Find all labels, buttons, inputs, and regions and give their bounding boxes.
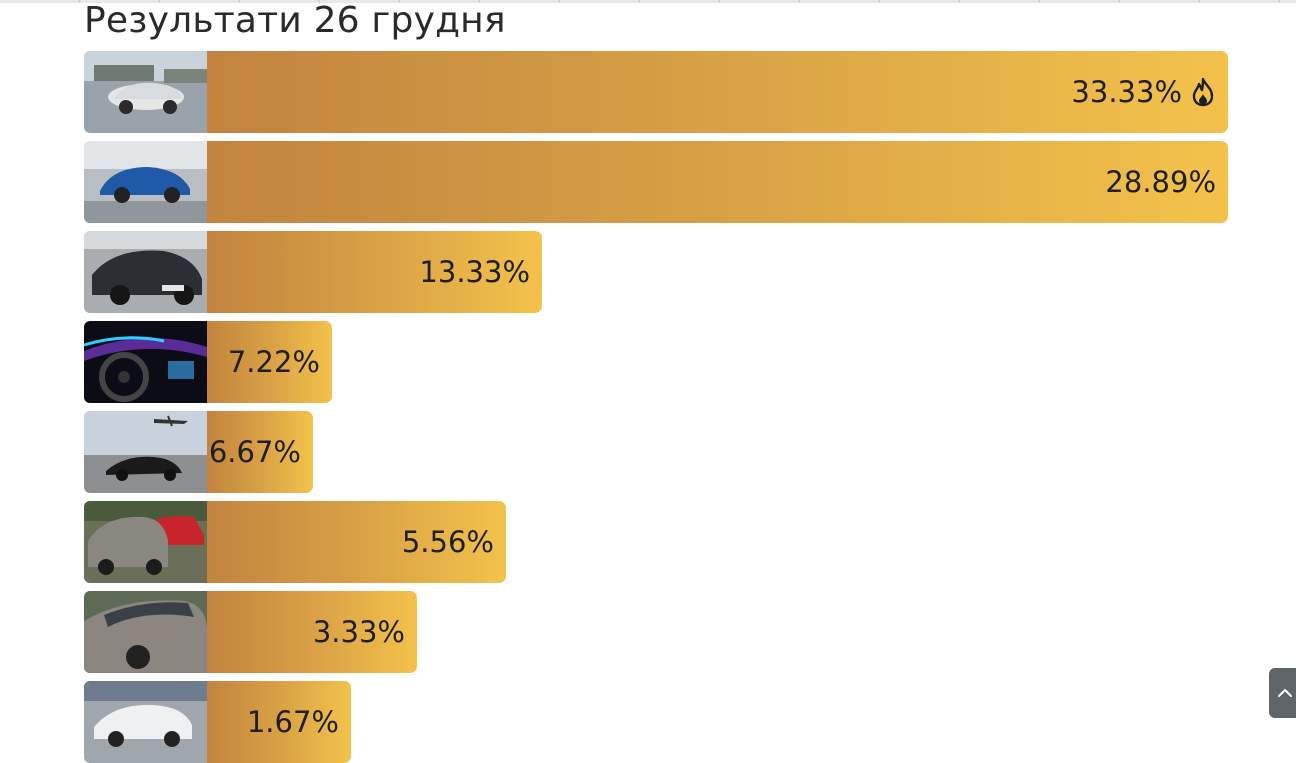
flame-icon [1190,77,1216,107]
result-bar: 7.22% [207,321,332,403]
result-bar: 3.33% [207,591,417,673]
top-border [0,0,1296,3]
percent-label: 13.33% [419,255,530,289]
car-photo [84,141,207,223]
result-row[interactable]: 28.89% [84,141,1228,223]
result-bar: 5.56% [207,501,506,583]
percent-label: 6.67% [208,435,301,469]
scroll-to-top-button[interactable] [1269,668,1296,718]
result-row[interactable]: 3.33% [84,591,417,673]
percent-label: 28.89% [1105,165,1216,199]
car-photo [84,231,207,313]
result-bar: 6.67% [207,411,313,493]
car-photo [84,321,207,403]
result-row[interactable]: 13.33% [84,231,542,313]
result-bar: 13.33% [207,231,542,313]
result-row[interactable]: 6.67% [84,411,313,493]
result-row[interactable]: 1.67% [84,681,351,763]
percent-label: 1.67% [246,705,339,739]
car-photo [84,501,207,583]
result-row[interactable]: 5.56% [84,501,506,583]
car-photo [84,411,207,493]
percent-label: 5.56% [401,525,494,559]
car-photo [84,591,207,673]
percent-label: 33.33% [1071,75,1182,109]
result-bar: 28.89% [207,141,1228,223]
page-title: Результати 26 грудня [84,0,506,41]
result-bar: 33.33% [207,51,1228,133]
result-row[interactable]: 33.33% [84,51,1228,133]
scroll-to-top-icon [1277,684,1293,703]
car-photo [84,681,207,763]
percent-label: 7.22% [227,345,320,379]
result-row[interactable]: 7.22% [84,321,332,403]
percent-label: 3.33% [312,615,405,649]
result-bar: 1.67% [207,681,351,763]
car-photo [84,51,207,133]
